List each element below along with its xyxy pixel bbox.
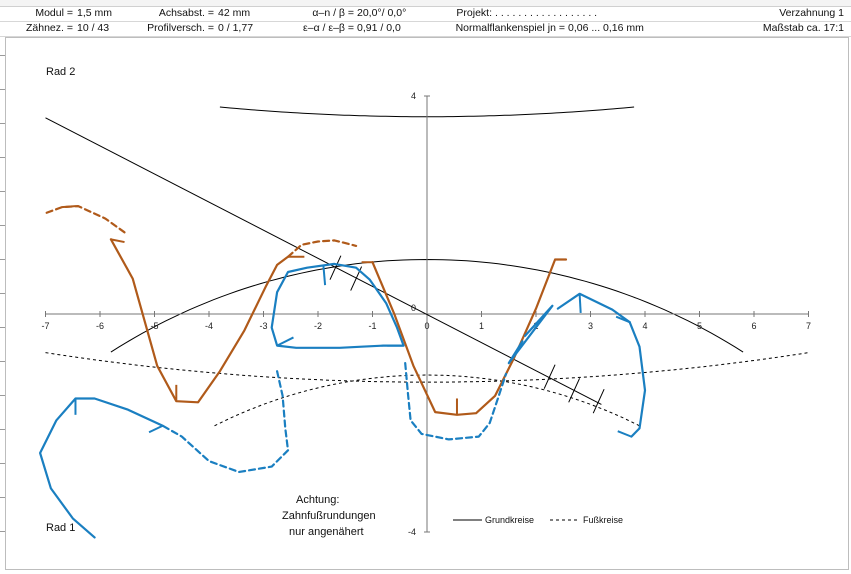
flank-label: Normalflankenspiel jn = [455,22,565,34]
x-tick-label: -2 [314,321,322,331]
action-tick [329,255,342,280]
projekt-label: Projekt: [456,7,492,19]
rad1-tooth-mark [276,336,294,347]
top-sheet-strip [0,0,851,7]
note-line-3: nur angenähert [289,526,364,538]
rad2-tooth-profile-dashed [44,205,126,234]
rad1-tooth-profile-dashed [404,362,508,441]
rad1-tooth-mark [148,424,164,434]
rad1-tooth-mark [615,315,631,324]
legend-grundkreise: Grundkreise [485,515,534,525]
rad1-tooth-profile-solid [556,292,631,324]
rad1-tooth-mark [617,430,632,438]
achsabst-value: 42 mm [218,7,251,19]
line-of-action [45,117,602,405]
rad1-tooth-profile-solid [507,304,554,365]
y-tick-label: -4 [408,527,416,537]
action-tick [568,378,581,403]
circle-rad2-root [45,352,809,383]
zaehnez-value: 10 / 43 [77,22,110,34]
note-line-2: Zahnfußrundungen [282,510,376,522]
rad1-tooth-profile-solid [38,397,164,539]
alpha-label: α–n / β = [312,7,354,19]
x-tick-label: -7 [41,321,49,331]
y-tick-label: 4 [411,91,416,101]
x-tick-label: -4 [205,321,213,331]
rad1-tooth-profile-dashed [161,370,290,474]
x-tick-label: 3 [588,321,593,331]
legend-fusskreise: Fußkreise [583,515,623,525]
x-tick-label: 5 [697,321,702,331]
achsabst-label: Achsabst. = [158,7,214,19]
rad1-tooth-profile-solid [628,321,647,438]
rad2-tooth-profile-solid [371,258,568,416]
x-tick-label: 4 [642,321,647,331]
projekt-value: . . . . . . . . . . . . . . . . . . [495,7,598,19]
x-tick-label: -6 [96,321,104,331]
row-gridlines [0,37,5,573]
x-tick-label: 6 [751,321,756,331]
x-tick-label: 0 [424,321,429,331]
x-tick-label: 7 [806,321,811,331]
eps-label: ε–α / ε–β = [303,22,354,34]
tooth-marks-layer [61,205,632,438]
header-row-2: Zähnez. = 10 / 43 Profilversch. = 0 / 1,… [0,21,851,37]
rad2-label: Rad 2 [46,66,75,78]
gear-mesh-chart[interactable]: -7-6-5-4-3-2-10123456740-4 Rad 2 Rad 1 A… [5,37,849,570]
tooth-profiles-layer [38,205,647,539]
modul-value: 1,5 mm [77,7,113,19]
rad2-tooth-profile-solid [109,238,290,404]
action-tick [592,389,605,414]
chart-svg: -7-6-5-4-3-2-10123456740-4 Rad 2 Rad 1 A… [38,66,811,539]
flank-value: 0,06 ... 0,16 mm [568,22,644,34]
header-row-1: Modul = 1,5 mm Achsabst. = 42 mm α–n / β… [0,6,851,22]
scale-value: Maßstab ca. 17:1 [762,22,844,34]
zaehnez-label: Zähnez. = [26,22,73,34]
x-tick-label: -3 [259,321,267,331]
sheet-title: Verzahnung 1 [779,7,844,19]
rad1-tooth-mark [578,293,582,313]
x-tick-label: 1 [479,321,484,331]
rad2-tooth-mark [61,205,76,209]
action-tick [543,364,556,389]
rad2-tooth-mark [110,238,125,244]
rad1-tooth-profile-solid [270,262,405,349]
x-tick-label: -1 [368,321,376,331]
alpha-value: 20,0°/ 0,0° [357,7,407,19]
modul-label: Modul = [35,7,73,19]
rad1-tooth-mark [322,265,327,286]
rad2-tooth-profile-dashed [286,239,358,258]
rad1-label: Rad 1 [46,522,75,534]
eps-value: 0,91 / 0,0 [357,22,401,34]
profil-value: 0 / 1,77 [218,22,254,34]
profil-label: Profilversch. = [147,22,214,34]
note-line-1: Achtung: [296,494,339,506]
x-tick-label: -5 [150,321,158,331]
